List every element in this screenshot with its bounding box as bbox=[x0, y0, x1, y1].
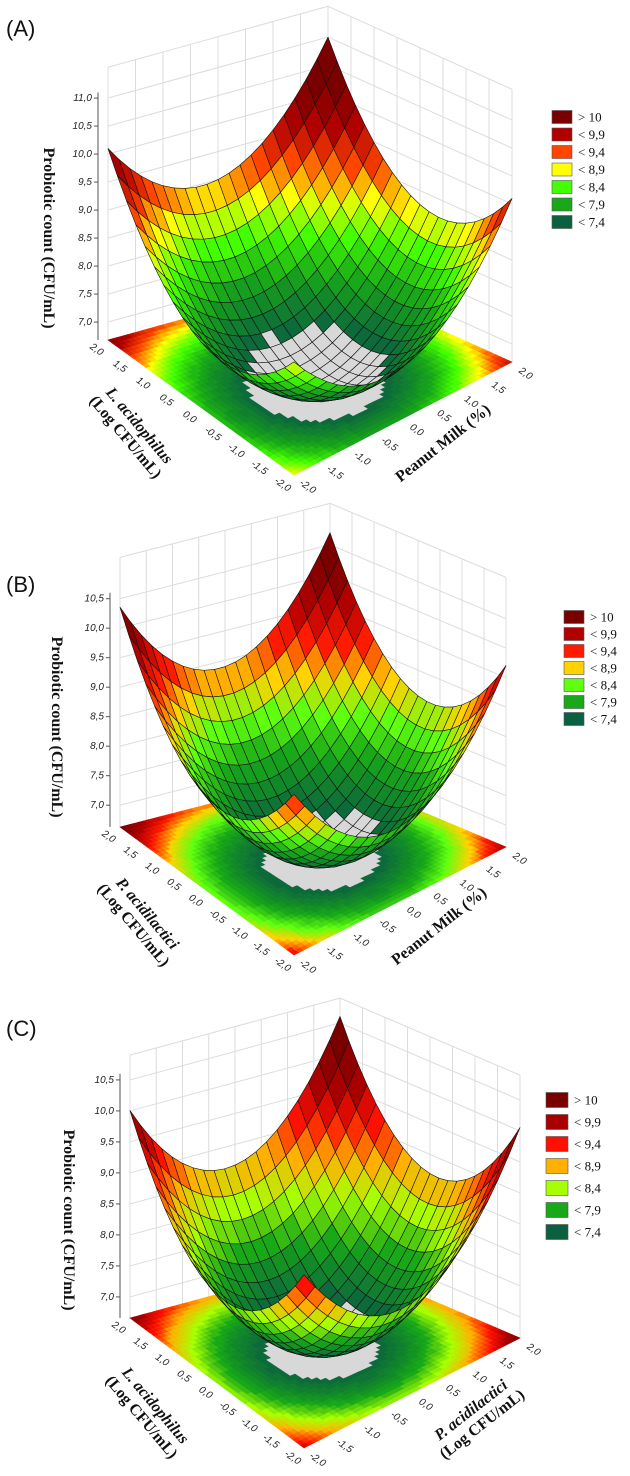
legend-swatch bbox=[551, 110, 573, 124]
y-tick-label: 0,5 bbox=[157, 392, 175, 409]
z-axis-title: Probiotic count (CFU/mL) bbox=[40, 147, 57, 328]
surface-cell bbox=[119, 606, 140, 650]
y-tick-label: -2,0 bbox=[272, 956, 293, 975]
y-tick-label: 1,5 bbox=[111, 358, 129, 375]
surface-cell bbox=[284, 361, 306, 377]
panel-label: (A) bbox=[6, 16, 35, 41]
y-tick-label: -1,5 bbox=[250, 940, 271, 959]
y-tick-label: -0,5 bbox=[202, 425, 223, 444]
z-tick-label: 7,0 bbox=[90, 800, 104, 811]
legend-label: > 10 bbox=[590, 610, 614, 625]
x-tick-label: -0,5 bbox=[377, 917, 398, 936]
legend-swatch bbox=[563, 661, 585, 675]
z-axis-title: Probiotic count (CFU/mL) bbox=[48, 636, 65, 817]
legend-swatch bbox=[551, 215, 573, 229]
legend-label: < 7,4 bbox=[578, 215, 605, 230]
legend-swatch bbox=[551, 180, 573, 194]
panel-label: (B) bbox=[6, 572, 35, 597]
x-tick-label: -0,5 bbox=[379, 435, 400, 454]
x-tick-label: 2,0 bbox=[516, 365, 535, 383]
legend-label: < 7,4 bbox=[590, 712, 617, 727]
legend-label: < 7,9 bbox=[578, 197, 605, 212]
x-tick-label: -2,0 bbox=[297, 478, 318, 497]
x-tick-label: 0,0 bbox=[405, 904, 423, 921]
panel-a: 7,07,58,08,59,09,510,010,511,0-2,0-1,5-1… bbox=[6, 5, 605, 497]
y-tick-label: -1,0 bbox=[229, 924, 250, 943]
legend-label: < 9,9 bbox=[590, 627, 617, 642]
z-tick-label: 9,5 bbox=[90, 653, 104, 664]
panel-b: 7,07,58,08,59,09,510,010,5-2,0-1,5-1,0-0… bbox=[6, 502, 617, 977]
legend-swatch bbox=[563, 644, 585, 658]
z-tick-label: 9,0 bbox=[78, 205, 92, 216]
y-tick-label: 1,0 bbox=[134, 375, 152, 392]
y-tick-label: -1,0 bbox=[226, 442, 247, 461]
x-tick-label: -1,5 bbox=[324, 944, 345, 963]
legend-swatch bbox=[551, 197, 573, 212]
legend-label: < 9,9 bbox=[578, 127, 605, 142]
legend-label: < 9,4 bbox=[578, 145, 605, 160]
x-tick-label: 0,0 bbox=[408, 422, 426, 439]
x-tick-label: 1,5 bbox=[489, 380, 507, 397]
z-tick-label: 7,5 bbox=[90, 771, 104, 782]
legend: > 10 < 9,9 < 9,4 < 8,9 < 8,4 < 7,9 < 7,4 bbox=[551, 110, 605, 230]
legend-swatch bbox=[551, 127, 573, 142]
z-tick-label: 10,5 bbox=[73, 121, 93, 132]
z-tick-label: 9,5 bbox=[78, 177, 92, 188]
legend-label: > 10 bbox=[578, 110, 602, 125]
z-tick-label: 10,0 bbox=[85, 623, 105, 634]
legend-swatch bbox=[551, 162, 573, 177]
y-tick-label: 0,5 bbox=[165, 876, 183, 893]
z-tick-label: 8,5 bbox=[78, 233, 92, 244]
y-tick-label: -1,5 bbox=[249, 459, 270, 478]
z-tick-label: 8,0 bbox=[90, 741, 104, 752]
y-tick-label: 2,0 bbox=[99, 828, 118, 846]
z-tick-label: 10,0 bbox=[73, 149, 93, 160]
x-tick-label: 1,5 bbox=[484, 864, 502, 881]
y-tick-label: -0,5 bbox=[207, 908, 228, 927]
panel-c: 7,07,58,08,59,09,510,010,5-2,0-1,5-1,0-0… bbox=[6, 997, 601, 1470]
legend-swatch bbox=[551, 145, 573, 159]
y-tick-label: -2,0 bbox=[272, 476, 293, 495]
z-tick-label: 8,5 bbox=[90, 712, 104, 723]
response-surface bbox=[107, 36, 513, 403]
x-tick-label: 2,0 bbox=[510, 850, 529, 868]
y-tick-label: 0,0 bbox=[181, 409, 199, 426]
x-tick-label: -1,5 bbox=[324, 463, 345, 482]
legend: > 10 < 9,9 < 9,4 < 8,9 < 8,4 < 7,9 < 7,4 bbox=[563, 610, 617, 727]
z-tick-label: 11,0 bbox=[73, 93, 92, 104]
legend-label: < 8,4 bbox=[590, 678, 617, 693]
y-tick-label: 1,0 bbox=[143, 860, 161, 877]
z-tick-label: 9,0 bbox=[90, 682, 104, 693]
x-tick-label: 0,5 bbox=[435, 408, 453, 425]
z-tick-label: 8,0 bbox=[78, 261, 92, 272]
y-tick-label: 2,0 bbox=[87, 341, 106, 359]
legend-label: < 8,4 bbox=[578, 180, 605, 195]
z-tick-label: 7,5 bbox=[78, 289, 92, 300]
legend-swatch bbox=[563, 627, 585, 641]
legend-label: < 7,9 bbox=[590, 695, 617, 710]
legend-label: < 8,9 bbox=[590, 661, 617, 676]
x-tick-label: -2,0 bbox=[297, 958, 318, 977]
legend-swatch bbox=[563, 712, 585, 726]
legend-swatch bbox=[563, 695, 585, 709]
y-tick-label: 1,5 bbox=[121, 844, 139, 861]
legend-swatch bbox=[563, 678, 585, 692]
z-tick-label: 7,0 bbox=[78, 317, 92, 328]
y-tick-label: 0,0 bbox=[187, 892, 205, 909]
z-tick-label: 10,5 bbox=[85, 594, 105, 605]
x-tick-label: -1,0 bbox=[350, 931, 371, 950]
legend-label: < 8,9 bbox=[578, 162, 605, 177]
x-tick-label: 0,5 bbox=[431, 891, 449, 908]
legend-swatch bbox=[563, 610, 585, 624]
legend-label: < 9,4 bbox=[590, 644, 617, 659]
x-tick-label: -1,0 bbox=[352, 449, 373, 468]
